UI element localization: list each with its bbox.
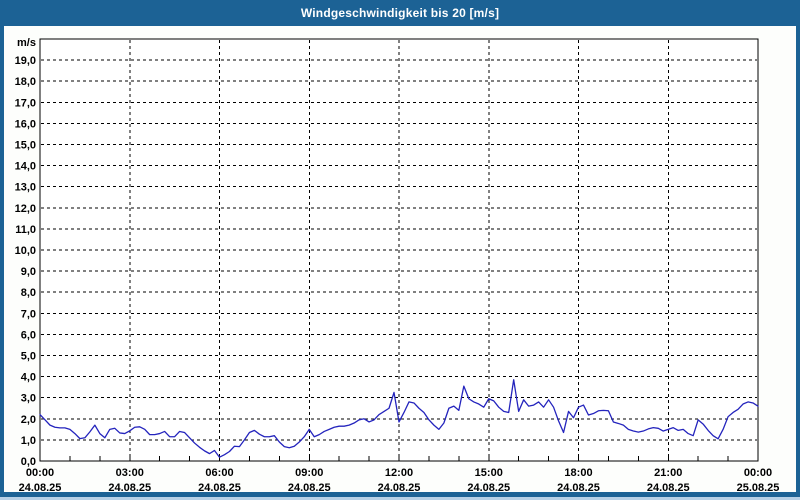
y-axis-unit-label: m/s bbox=[17, 37, 36, 49]
x-tick-date-label: 24.08.25 bbox=[467, 482, 510, 494]
window-title: Windgeschwindigkeit bis 20 [m/s] bbox=[300, 6, 500, 20]
x-tick-time-label: 09:00 bbox=[295, 467, 323, 479]
y-tick-label: 18,0 bbox=[15, 76, 36, 88]
x-tick-time-label: 12:00 bbox=[385, 467, 413, 479]
y-tick-label: 1,0 bbox=[21, 435, 36, 447]
x-tick-time-label: 06:00 bbox=[205, 467, 233, 479]
y-tick-label: 12,0 bbox=[15, 203, 36, 215]
x-tick-date-label: 24.08.25 bbox=[19, 482, 62, 494]
y-tick-label: 4,0 bbox=[21, 372, 36, 384]
x-tick-time-label: 18:00 bbox=[564, 467, 592, 479]
x-tick-time-label: 21:00 bbox=[654, 467, 682, 479]
y-tick-label: 2,0 bbox=[21, 414, 36, 426]
y-tick-label: 15,0 bbox=[15, 140, 36, 152]
x-tick-date-label: 24.08.25 bbox=[288, 482, 331, 494]
wind-speed-line bbox=[39, 379, 759, 458]
y-tick-label: 5,0 bbox=[21, 351, 36, 363]
y-tick-label: 9,0 bbox=[21, 266, 36, 278]
x-tick-time-label: 00:00 bbox=[26, 467, 54, 479]
y-tick-label: 19,0 bbox=[15, 55, 36, 67]
y-tick-label: 11,0 bbox=[15, 224, 36, 236]
y-tick-label: 10,0 bbox=[15, 245, 36, 257]
x-tick-date-label: 24.08.25 bbox=[647, 482, 690, 494]
x-tick-time-label: 00:00 bbox=[744, 467, 772, 479]
y-tick-label: 8,0 bbox=[21, 287, 36, 299]
y-tick-label: 3,0 bbox=[21, 393, 36, 405]
y-tick-label: 7,0 bbox=[21, 308, 36, 320]
x-tick-date-label: 24.08.25 bbox=[108, 482, 151, 494]
x-tick-time-label: 15:00 bbox=[475, 467, 503, 479]
y-tick-label: 17,0 bbox=[15, 97, 36, 109]
y-tick-label: 14,0 bbox=[15, 161, 36, 173]
y-tick-label: 16,0 bbox=[15, 118, 36, 130]
x-tick-date-label: 25.08.25 bbox=[737, 482, 780, 494]
y-tick-label: 0,0 bbox=[21, 456, 36, 468]
x-tick-date-label: 24.08.25 bbox=[378, 482, 421, 494]
x-tick-date-label: 24.08.25 bbox=[198, 482, 241, 494]
title-bar: Windgeschwindigkeit bis 20 [m/s] bbox=[0, 0, 800, 26]
y-tick-label: 6,0 bbox=[21, 329, 36, 341]
x-tick-date-label: 24.08.25 bbox=[557, 482, 600, 494]
x-tick-time-label: 03:00 bbox=[116, 467, 144, 479]
y-tick-label: 13,0 bbox=[15, 182, 36, 194]
